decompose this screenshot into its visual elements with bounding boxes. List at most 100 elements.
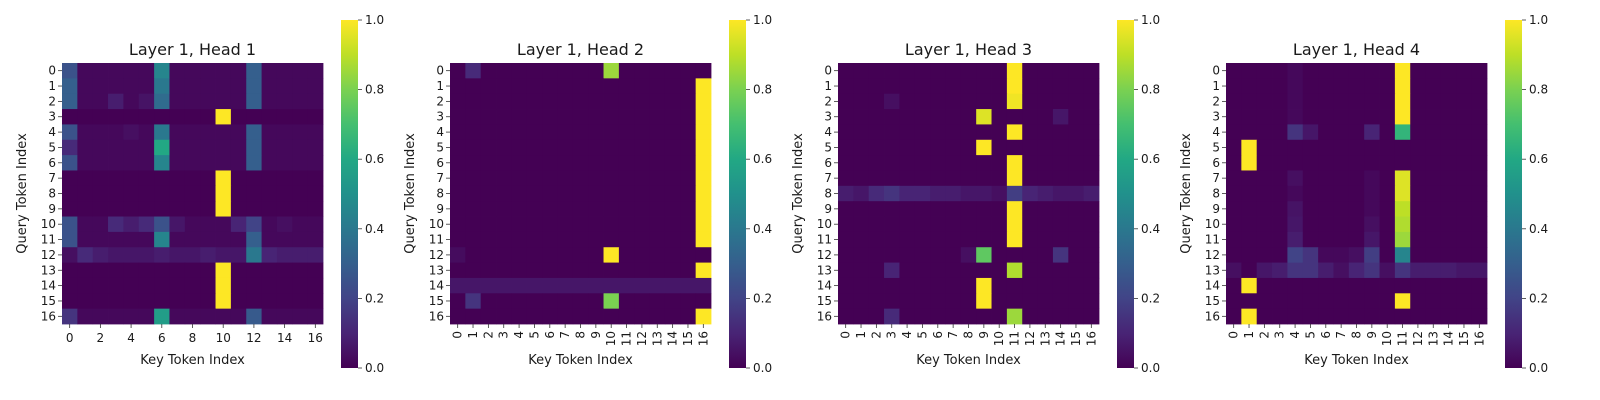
heatmap-cell	[1364, 78, 1380, 95]
heatmap-cell	[1318, 124, 1334, 141]
heatmap-cell	[215, 155, 232, 171]
heatmap-cell	[292, 63, 309, 79]
heatmap-cell	[1440, 63, 1457, 79]
heatmap-cell	[1006, 262, 1023, 279]
heatmap-cell	[511, 231, 528, 248]
heatmap-cell	[960, 185, 977, 202]
heatmap-cell	[246, 201, 262, 217]
x-axis-label: Key Token Index	[1304, 353, 1409, 368]
heatmap-cell	[1241, 185, 1258, 202]
heatmap-cell	[184, 216, 201, 233]
heatmap-cell	[1364, 262, 1380, 279]
heatmap-cell	[261, 277, 278, 294]
heatmap-cell	[230, 247, 247, 263]
heatmap-cell	[557, 93, 574, 110]
heatmap-cell	[618, 231, 635, 248]
heatmap-cell	[572, 139, 589, 156]
heatmap-cell	[184, 78, 201, 95]
heatmap-cell	[1287, 93, 1304, 110]
heatmap-cell	[1471, 124, 1488, 141]
heatmap-cell	[899, 231, 916, 248]
heatmap-cell	[930, 277, 946, 294]
y-tick-label: 15	[41, 294, 56, 308]
heatmap-cell	[215, 277, 232, 294]
heatmap-cell	[1006, 124, 1023, 141]
heatmap-cell	[200, 155, 216, 171]
heatmap-cell	[496, 78, 512, 95]
heatmap-cell	[1379, 93, 1396, 110]
heatmap-cell	[138, 185, 155, 202]
heatmap-cell	[77, 262, 94, 279]
heatmap-cell	[465, 308, 482, 325]
heatmap-cell	[307, 155, 324, 171]
heatmap-cell	[1394, 139, 1411, 156]
heatmap-cell	[465, 109, 482, 125]
heatmap-cell	[215, 293, 232, 310]
heatmap-cell	[1272, 308, 1288, 325]
heatmap-cell	[618, 201, 635, 217]
heatmap-cell	[261, 109, 278, 125]
heatmap-cell	[572, 262, 589, 279]
heatmap-cell	[945, 216, 962, 233]
heatmap-cell	[307, 277, 324, 294]
heatmap-cell	[108, 78, 124, 95]
heatmap-cell	[884, 78, 900, 95]
heatmap-cell	[138, 201, 155, 217]
heatmap-cell	[1318, 247, 1334, 263]
heatmap-cell	[1456, 124, 1473, 141]
heatmap-cell	[1348, 124, 1365, 141]
heatmap-cell	[230, 262, 247, 279]
heatmap-cell	[138, 93, 155, 110]
x-tick-label: 7	[946, 331, 960, 339]
heatmap-cell	[1394, 93, 1411, 110]
heatmap-cell	[215, 63, 232, 79]
heatmap-cell	[246, 78, 262, 95]
heatmap-cell	[1410, 63, 1426, 79]
heatmap-cell	[526, 308, 543, 325]
heatmap-cell	[1440, 201, 1457, 217]
x-tick-label: 5	[1303, 331, 1317, 339]
heatmap-cell	[465, 124, 482, 141]
heatmap-cell	[680, 201, 697, 217]
heatmap-cell	[1083, 231, 1100, 248]
heatmap-cell	[868, 293, 885, 310]
heatmap-cell	[1083, 63, 1100, 79]
heatmap-cell	[991, 63, 1008, 79]
heatmap-cell	[496, 201, 512, 217]
heatmap-cell	[1037, 185, 1054, 202]
heatmap-cell	[680, 109, 697, 125]
heatmap-cell	[465, 78, 482, 95]
heatmap-cell	[1410, 277, 1426, 294]
heatmap-cell	[899, 293, 916, 310]
colorbar-tick-label: 0.4	[1141, 222, 1160, 236]
heatmap-cell	[853, 262, 870, 279]
heatmap-cell	[526, 293, 543, 310]
heatmap-cell	[465, 277, 482, 294]
heatmap-cell	[292, 216, 309, 233]
heatmap-cell	[634, 109, 650, 125]
y-tick-label: 12	[1205, 248, 1220, 262]
heatmap-cell	[465, 185, 482, 202]
heatmap-cell	[884, 63, 900, 79]
heatmap-cell	[1425, 293, 1442, 310]
heatmap-cell	[1410, 124, 1426, 141]
heatmap-cell	[1456, 170, 1473, 187]
heatmap-cell	[92, 293, 109, 310]
heatmap-cell	[511, 262, 528, 279]
heatmap-cell	[557, 247, 574, 263]
heatmap-cell	[1410, 201, 1426, 217]
heatmap-cell	[991, 216, 1008, 233]
y-tick-label: 15	[817, 294, 832, 308]
heatmap-cell	[292, 247, 309, 263]
heatmap-cells	[1226, 63, 1488, 325]
heatmap-cell	[884, 124, 900, 141]
heatmap-cell	[960, 139, 977, 156]
heatmap-cell	[1083, 185, 1100, 202]
heatmap-cell	[230, 109, 247, 125]
heatmap-cell	[511, 170, 528, 187]
heatmap-cell	[899, 78, 916, 95]
heatmap-cell	[169, 139, 186, 156]
heatmap-cell	[588, 247, 604, 263]
heatmap-cell	[695, 139, 712, 156]
heatmap-cell	[1287, 216, 1304, 233]
